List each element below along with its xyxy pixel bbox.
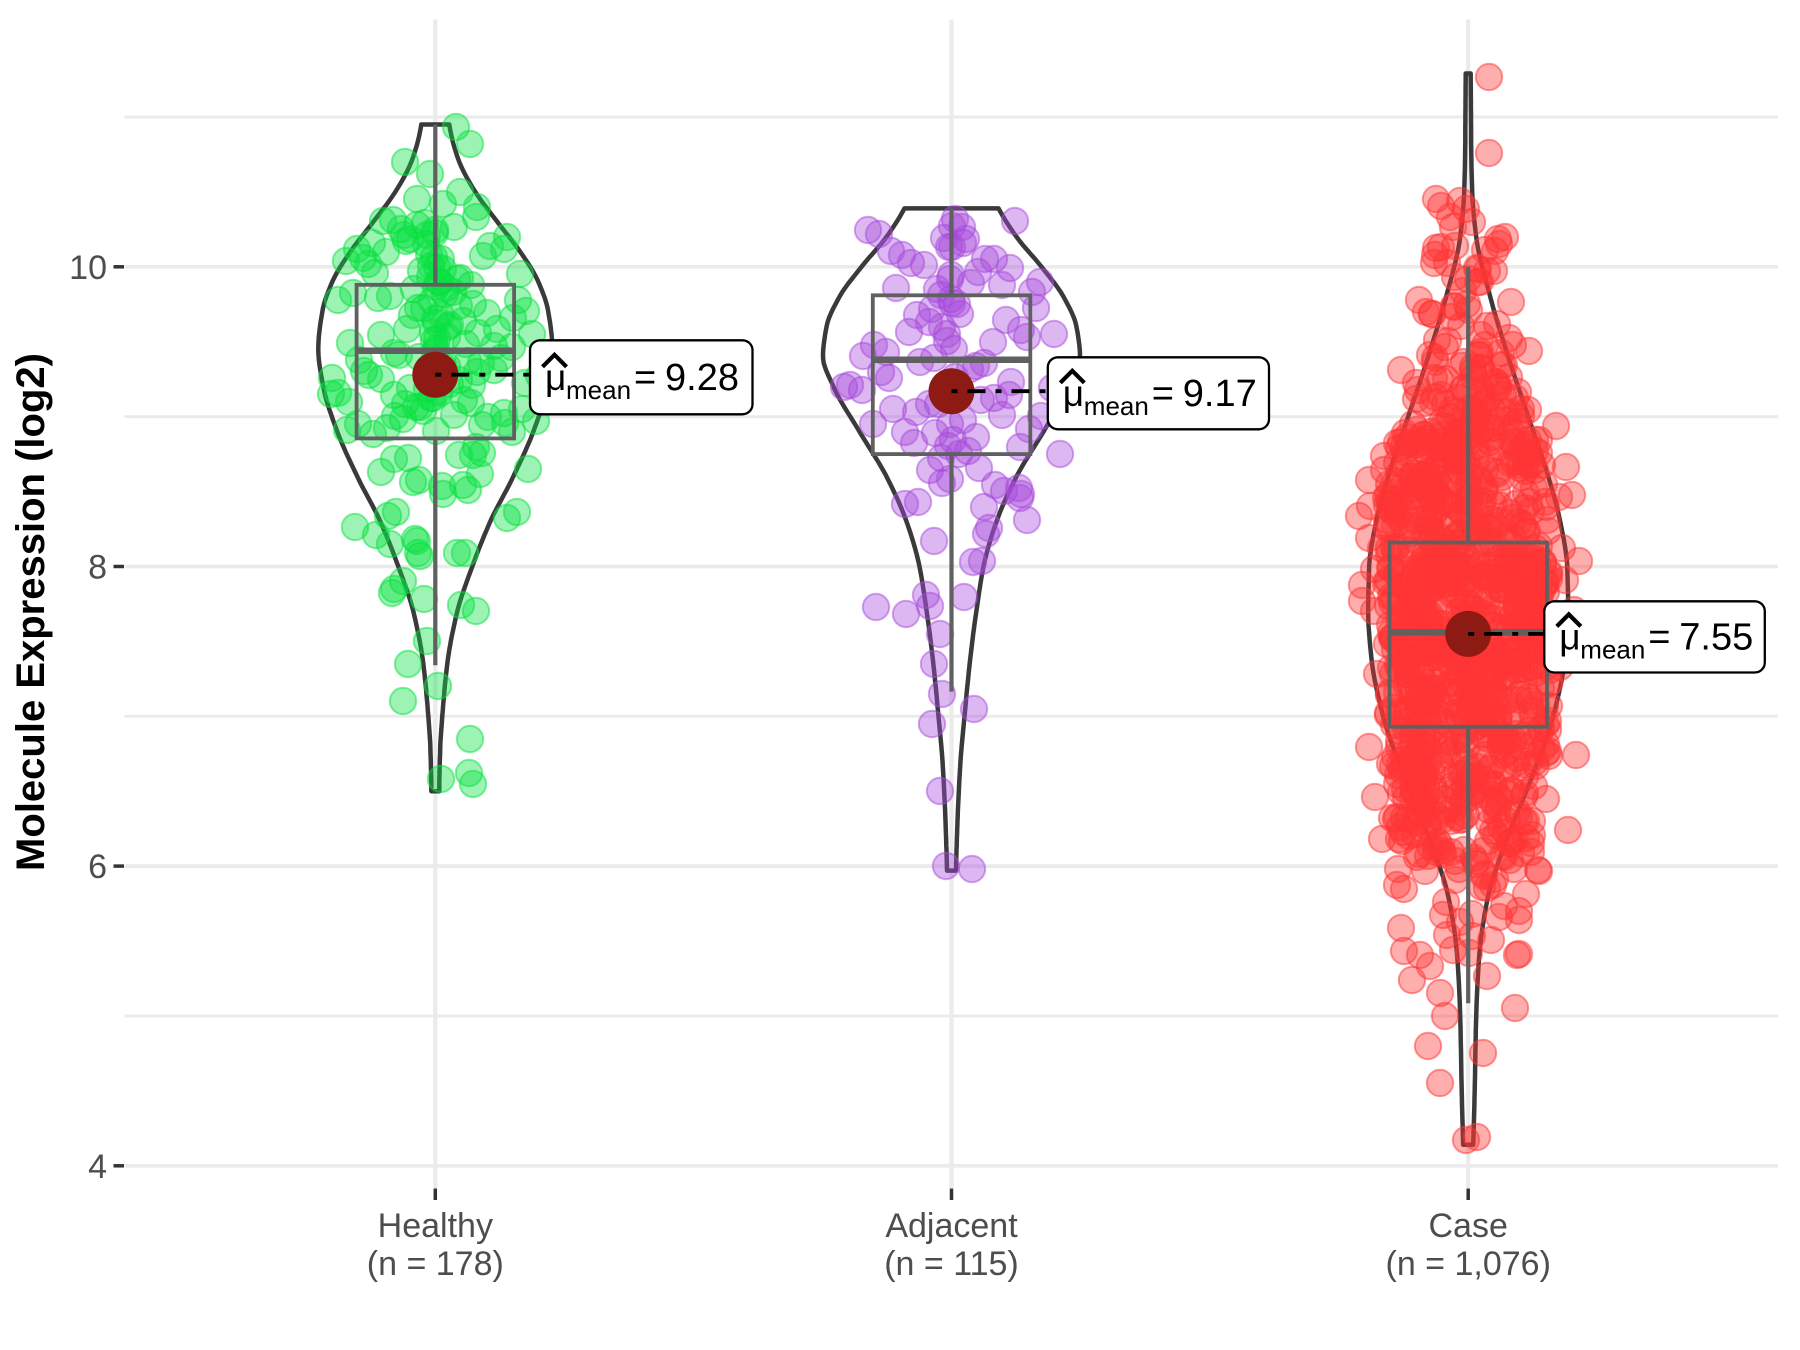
svg-text:μ: μ — [545, 357, 566, 398]
svg-text:=: = — [634, 357, 656, 399]
svg-text:(n = 1,076): (n = 1,076) — [1386, 1245, 1551, 1283]
svg-text:9.17: 9.17 — [1183, 373, 1257, 415]
svg-text:8: 8 — [88, 549, 107, 587]
svg-text:7.55: 7.55 — [1679, 616, 1753, 658]
svg-text:Molecule Expression (log2): Molecule Expression (log2) — [9, 353, 53, 871]
svg-text:Case: Case — [1429, 1207, 1508, 1245]
svg-text:6: 6 — [88, 848, 107, 886]
svg-text:=: = — [1152, 373, 1174, 415]
svg-text:μ: μ — [1063, 373, 1084, 414]
svg-text:10: 10 — [69, 249, 107, 287]
svg-text:mean: mean — [1580, 634, 1645, 664]
svg-text:(n = 115): (n = 115) — [884, 1245, 1019, 1283]
svg-text:9.28: 9.28 — [665, 357, 739, 399]
svg-text:=: = — [1648, 616, 1670, 658]
svg-text:(n = 178): (n = 178) — [367, 1245, 504, 1283]
svg-text:mean: mean — [566, 375, 631, 405]
svg-text:Healthy: Healthy — [378, 1207, 493, 1245]
svg-text:μ: μ — [1559, 616, 1580, 657]
svg-text:4: 4 — [88, 1148, 107, 1186]
svg-text:mean: mean — [1084, 391, 1149, 421]
svg-text:Adjacent: Adjacent — [885, 1207, 1018, 1245]
